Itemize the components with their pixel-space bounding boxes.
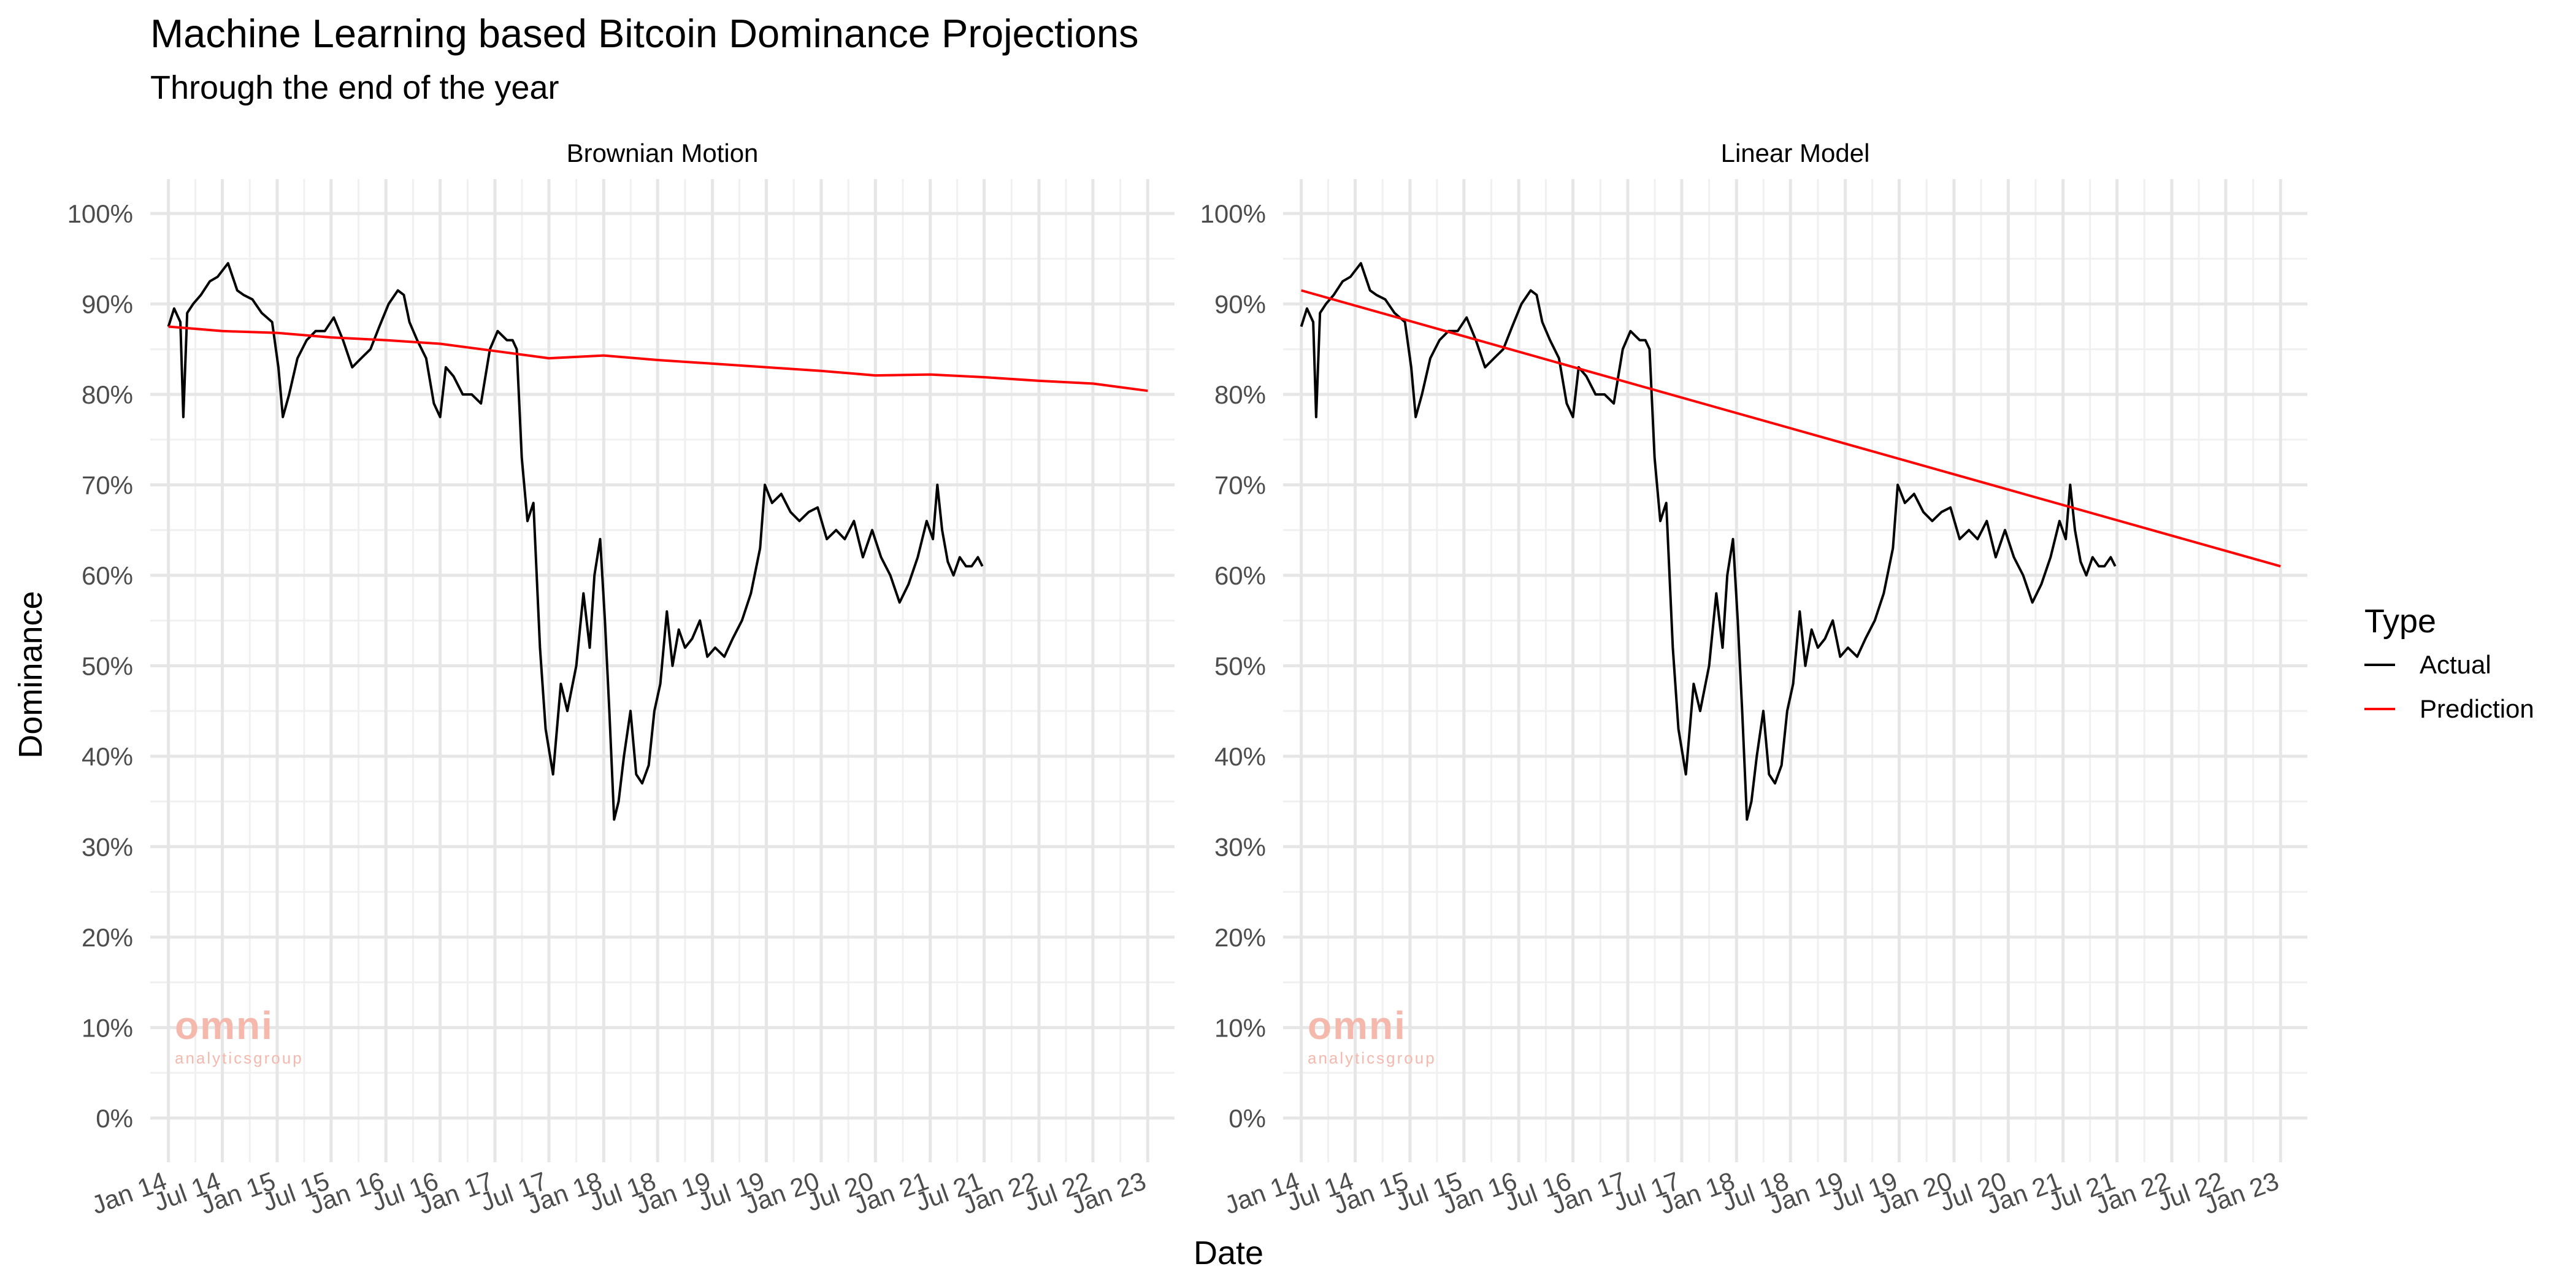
x-axis-label: Date — [1193, 1235, 1264, 1271]
y-tick-label: 40% — [1214, 742, 1266, 771]
y-tick-label: 50% — [82, 651, 133, 680]
y-tick-label: 30% — [82, 832, 133, 861]
legend: Type Actual Prediction — [2364, 600, 2534, 731]
y-tick-label: 80% — [1214, 380, 1266, 409]
y-tick-label: 80% — [82, 380, 133, 409]
y-tick-label: 0% — [96, 1104, 133, 1133]
legend-label-actual: Actual — [2420, 650, 2491, 679]
facet-panel-linear-model: 0%10%20%30%40%50%60%70%80%90%100%Jan 14J… — [1200, 139, 2307, 1220]
y-tick-label: 10% — [1214, 1013, 1266, 1042]
legend-label-prediction: Prediction — [2420, 694, 2534, 723]
y-tick-label: 60% — [82, 561, 133, 590]
y-tick-label: 20% — [82, 923, 133, 952]
logo-wordmark: omni — [1308, 1003, 1406, 1048]
facet-strip-label: Brownian Motion — [567, 139, 759, 167]
y-tick-label: 30% — [1214, 832, 1266, 861]
actual-series-line — [1300, 262, 2117, 821]
y-tick-label: 20% — [1214, 923, 1266, 952]
legend-item-actual: Actual — [2364, 643, 2534, 687]
y-tick-label: 10% — [82, 1013, 133, 1042]
chart-title: Machine Learning based Bitcoin Dominance… — [150, 11, 1139, 56]
y-tick-label: 100% — [1200, 199, 1266, 228]
logo-subtext: analyticsgroup — [1308, 1049, 1436, 1067]
y-tick-label: 70% — [82, 471, 133, 500]
y-tick-label: 0% — [1229, 1104, 1266, 1133]
facet-panel-brownian-motion: 0%10%20%30%40%50%60%70%80%90%100%Jan 14J… — [67, 139, 1175, 1220]
y-axis-label: Dominance — [12, 591, 49, 759]
y-tick-label: 90% — [82, 290, 133, 319]
legend-item-prediction: Prediction — [2364, 687, 2534, 731]
y-tick-label: 70% — [1214, 471, 1266, 500]
y-tick-label: 90% — [1214, 290, 1266, 319]
legend-title: Type — [2364, 603, 2437, 640]
actual-series-line — [167, 262, 984, 821]
legend-key-actual — [2364, 664, 2395, 666]
legend-key-prediction — [2364, 708, 2395, 710]
y-tick-label: 60% — [1214, 561, 1266, 590]
y-tick-label: 50% — [1214, 651, 1266, 680]
prediction-series-line — [168, 325, 1148, 393]
logo-subtext: analyticsgroup — [175, 1049, 304, 1067]
prediction-series-line — [1301, 289, 2281, 568]
y-tick-label: 100% — [67, 199, 133, 228]
facet-strip-label: Linear Model — [1721, 139, 1870, 167]
y-tick-label: 40% — [82, 742, 133, 771]
chart-subtitle: Through the end of the year — [150, 69, 559, 106]
logo-wordmark: omni — [175, 1003, 274, 1048]
